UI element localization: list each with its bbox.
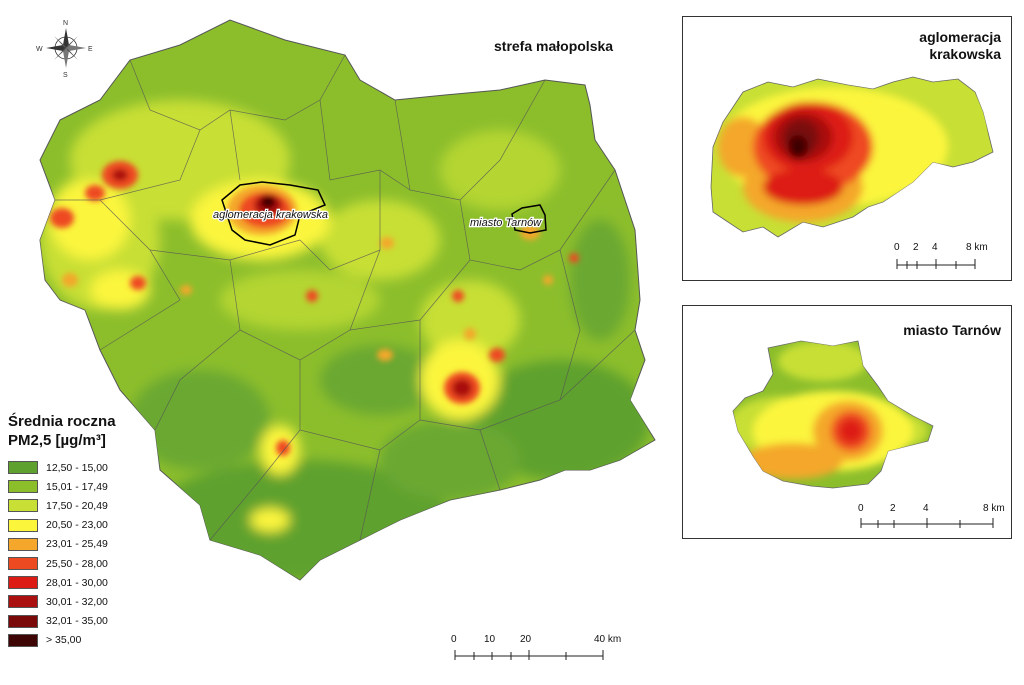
tarnow-scale-tick-0: 0: [858, 503, 864, 514]
legend-label: 20,50 - 23,00: [46, 519, 108, 532]
legend-label: 17,50 - 20,49: [46, 499, 108, 512]
legend-item: 23,01 - 25,49: [8, 537, 108, 552]
legend-label: 25,50 - 28,00: [46, 557, 108, 570]
legend-label: > 35,00: [46, 634, 82, 647]
legend-item: 12,50 - 15,00: [8, 460, 108, 475]
tarnow-scale-tick-4: 4: [923, 503, 929, 514]
tarnow-inset-map: [732, 340, 934, 489]
legend-swatch: [8, 499, 38, 513]
compass-rose-icon: N S E W: [36, 20, 93, 79]
main-scale-tick-40: 40 km: [594, 634, 622, 645]
compass-e: E: [88, 46, 93, 53]
main-scale-bar: [454, 650, 604, 660]
hotspots: [50, 161, 579, 456]
legend-label: 30,01 - 32,00: [46, 595, 108, 608]
main-scale-tick-0: 0: [451, 634, 457, 645]
tarnow-scale-tick-8: 8 km: [983, 503, 1005, 514]
legend-swatch: [8, 595, 38, 609]
legend-swatch: [8, 461, 38, 474]
tarnow-inset-scale-bar: [860, 518, 994, 528]
legend-swatch: [8, 614, 38, 628]
krakow-inset-map: [710, 76, 994, 238]
legend-swatch: [8, 518, 38, 532]
inset-krakow-title-line2: krakowska: [929, 46, 1001, 62]
legend-item: 17,50 - 20,49: [8, 498, 108, 513]
legend-title-line2: PM2,5 [µg/m³]: [8, 432, 106, 449]
legend-item: > 35,00: [8, 633, 81, 648]
main-map-title: strefa małopolska: [494, 38, 614, 54]
legend-label: 28,01 - 30,00: [46, 576, 108, 589]
legend-swatch: [8, 557, 38, 570]
compass-w: W: [36, 46, 43, 53]
main-scale-tick-20: 20: [520, 634, 532, 645]
krakow-scale-tick-4: 4: [932, 242, 938, 253]
krakow-map-label: aglomeracja krakowska: [213, 209, 328, 221]
tarnow-map-label: miasto Tarnów: [470, 217, 542, 229]
main-scale-tick-10: 10: [484, 634, 496, 645]
krakow-inset-scale-bar: [896, 259, 976, 269]
tarnow-scale-tick-2: 2: [890, 503, 896, 514]
legend-label: 32,01 - 35,00: [46, 615, 108, 628]
legend-swatch: [8, 537, 38, 551]
legend-swatch: [8, 576, 38, 590]
legend-item: 32,01 - 35,00: [8, 614, 108, 629]
legend-swatch: [8, 633, 38, 647]
tarnow-city-outline: [511, 204, 547, 234]
legend-label: 15,01 - 17,49: [46, 480, 108, 493]
krakow-scale-tick-8: 8 km: [966, 242, 988, 253]
legend-item: 15,01 - 17,49: [8, 479, 108, 494]
krakow-scale-tick-0: 0: [894, 242, 900, 253]
legend-swatch: [8, 480, 38, 494]
legend-label: 12,50 - 15,00: [46, 461, 108, 474]
county-borders: [55, 54, 636, 541]
legend-item: 25,50 - 28,00: [8, 556, 108, 571]
legend-item: 30,01 - 32,00: [8, 594, 108, 609]
legend-label: 23,01 - 25,49: [46, 538, 108, 551]
compass-n: N: [63, 20, 68, 27]
inset-krakow: aglomeracja krakowska: [682, 16, 1012, 281]
compass-s: S: [63, 72, 68, 79]
legend-item: 28,01 - 30,00: [8, 575, 108, 590]
main-map: aglomeracja krakowska miasto Tarnów N S …: [36, 19, 656, 660]
inset-krakow-title-line1: aglomeracja: [919, 29, 1001, 45]
inset-tarnow-title: miasto Tarnów: [903, 322, 1001, 338]
krakow-scale-tick-2: 2: [913, 242, 919, 253]
legend-title-line1: Średnia roczna: [8, 413, 116, 430]
krakow-agglomeration-outline: [221, 181, 327, 246]
legend-item: 20,50 - 23,00: [8, 518, 108, 533]
inset-tarnow: miasto Tarnów 0: [682, 305, 1012, 539]
